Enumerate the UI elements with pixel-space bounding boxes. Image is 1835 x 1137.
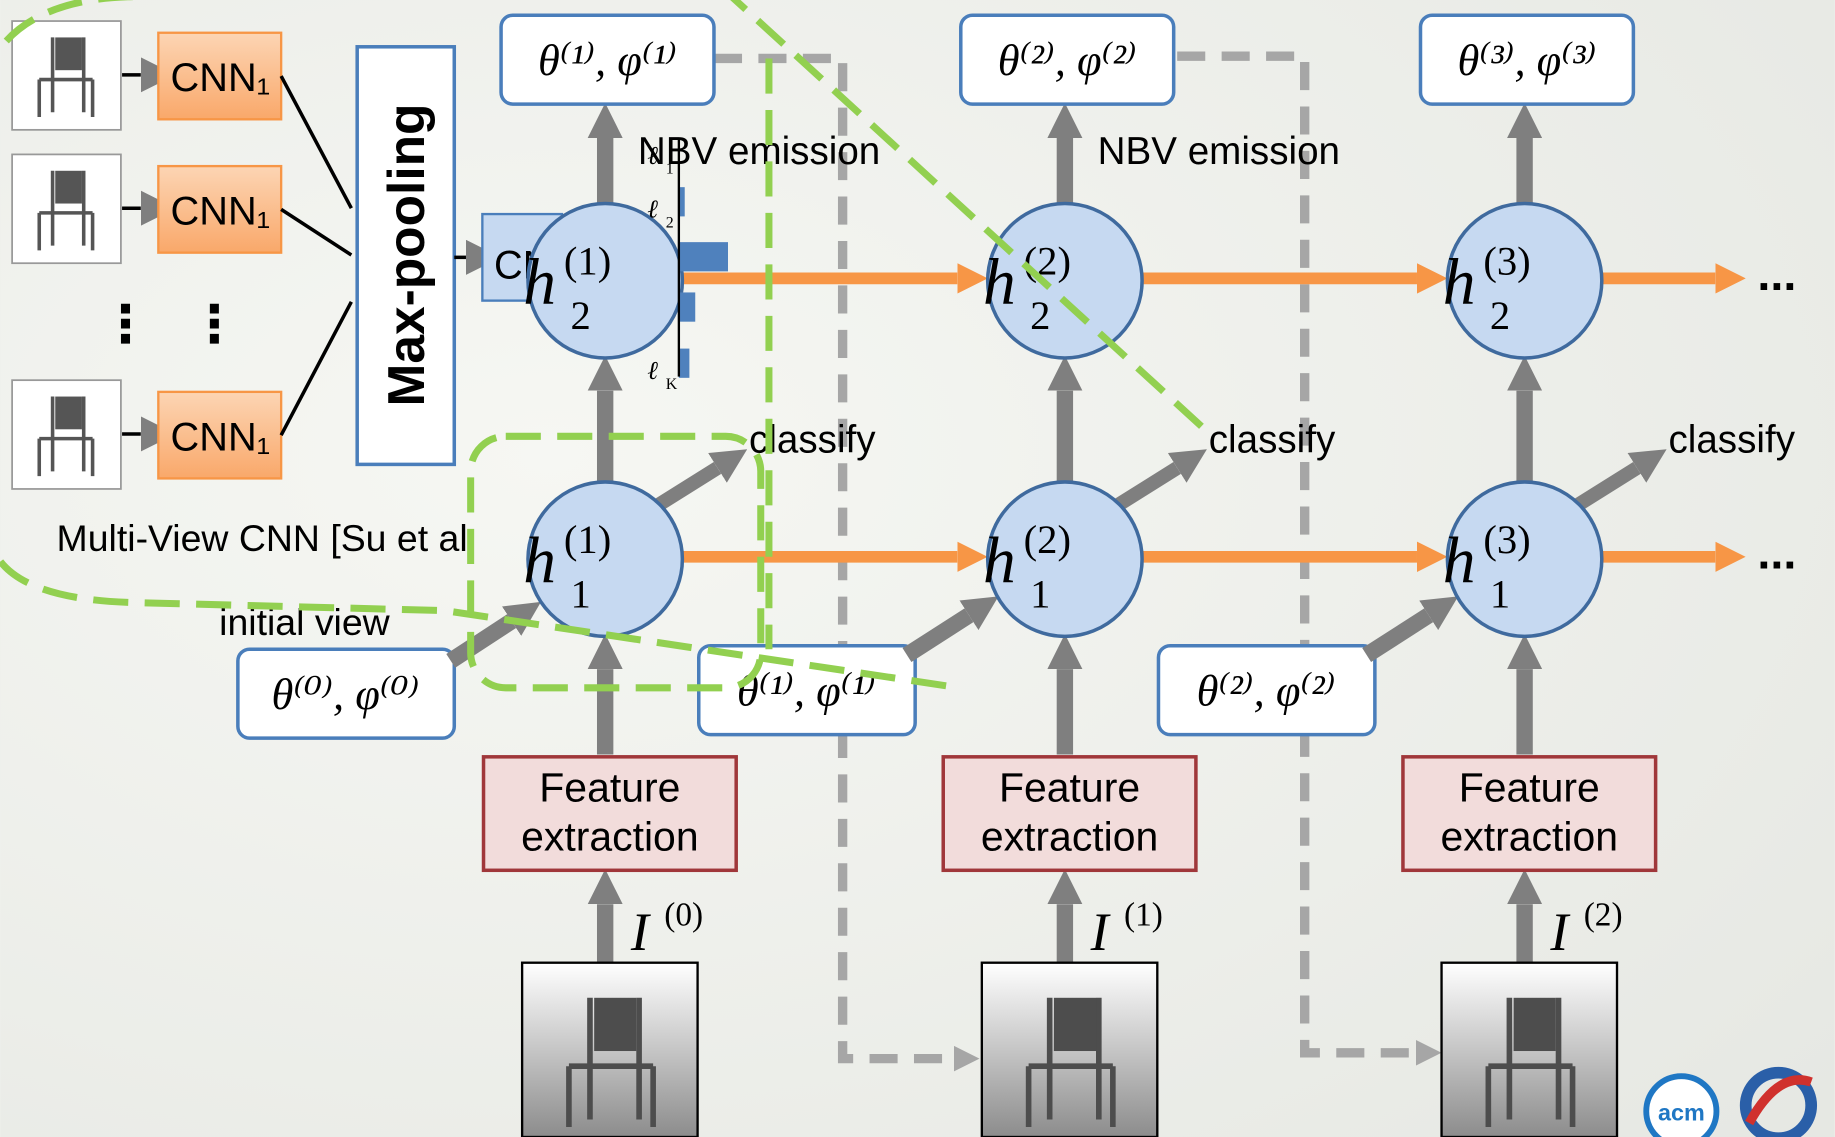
hidden-state-label-sub: 1 (1030, 571, 1050, 616)
chair-back (55, 37, 82, 70)
initial-pose: θ⁽⁰⁾, φ⁽⁰⁾ (272, 669, 420, 719)
cnn-label: CNN₁ (171, 56, 271, 100)
hidden-state-label-sup: (1) (564, 239, 611, 284)
image-label-base: I (630, 902, 652, 962)
histogram-bar (679, 349, 690, 378)
nbv-label: NBV emission (638, 130, 880, 173)
top-pose: θ⁽²⁾, φ⁽²⁾ (998, 35, 1137, 85)
hidden-state-label-sup: (2) (1024, 239, 1071, 284)
histogram-label-base: ℓ (647, 141, 658, 170)
view-thumbnail (12, 21, 121, 130)
histogram-label-sub: 1 (666, 161, 674, 178)
ellipsis: ... (1757, 248, 1796, 300)
hidden-state-label-base: h (983, 526, 1016, 598)
hidden-state-label-sup: (1) (564, 517, 611, 562)
chair-back (55, 171, 82, 204)
view-thumbnail (12, 380, 121, 489)
feature-label: Feature (999, 764, 1140, 810)
feature-label: extraction (981, 813, 1158, 859)
diagram: CNN₁CNN₁CNN₁⋮⋮Max-poolingCNMulti-View CN… (0, 0, 1835, 1137)
cnn-label: CNN₁ (171, 415, 271, 459)
image-label-base: I (1090, 902, 1112, 962)
ellipsis: ... (1757, 527, 1796, 579)
top-pose: θ⁽¹⁾, φ⁽¹⁾ (538, 35, 677, 85)
feature-label: Feature (1459, 764, 1600, 810)
hidden-state-label-sub: 1 (570, 571, 590, 616)
acm-logo-text: acm (1658, 1100, 1705, 1126)
hidden-state-label-sup: (3) (1483, 239, 1530, 284)
chair-back (55, 397, 82, 430)
bottom-pose: θ⁽²⁾, φ⁽²⁾ (1197, 665, 1336, 715)
view-thumbnail (12, 154, 121, 263)
feature-label: Feature (539, 764, 680, 810)
chair-back (594, 998, 636, 1051)
nbv-label: NBV emission (1098, 130, 1340, 173)
ellipsis-dots: ⋮ (100, 295, 151, 353)
classify-label: classify (1668, 419, 1795, 462)
hidden-state-label-sub: 1 (1490, 571, 1510, 616)
page: { "mvcnn": { "cnn_labels": ["CNN₁", "CNN… (0, 0, 1835, 1137)
hidden-state-label-base: h (1443, 526, 1476, 598)
ellipsis-dots: ⋮ (189, 295, 240, 353)
hidden-state-label-sup: (2) (1024, 517, 1071, 562)
image-label-sup: (0) (664, 897, 703, 934)
hidden-state-label-base: h (1443, 247, 1476, 319)
histogram-label-base: ℓ (647, 195, 658, 224)
hidden-state-label-base: h (983, 247, 1016, 319)
image-label-sup: (2) (1584, 897, 1623, 934)
chair-back (1514, 998, 1556, 1051)
histogram-bar (679, 242, 728, 271)
hidden-state-label-base: h (523, 526, 556, 598)
classify-label: classify (1209, 419, 1336, 462)
feature-label: extraction (1441, 813, 1618, 859)
image-label-base: I (1549, 902, 1571, 962)
hidden-state-label-sub: 2 (1490, 293, 1510, 338)
max-pooling-label: Max-pooling (377, 104, 435, 407)
hidden-state-label-sub: 2 (570, 293, 590, 338)
histogram-label-base: ℓ (647, 356, 658, 385)
hidden-state-label-sub: 2 (1030, 293, 1050, 338)
cnn-label: CNN₁ (171, 190, 271, 234)
histogram-bar (679, 292, 695, 321)
histogram-label-sub: 2 (666, 214, 674, 231)
image-label-sup: (1) (1124, 897, 1163, 934)
hidden-state-label-base: h (523, 247, 556, 319)
mvcnn-caption: Multi-View CNN [Su et al (57, 517, 468, 559)
chair-back (1054, 998, 1096, 1051)
hidden-state-label-sup: (3) (1483, 517, 1530, 562)
histogram-label-sub: K (666, 376, 678, 393)
top-pose: θ⁽³⁾, φ⁽³⁾ (1457, 35, 1596, 85)
feature-label: extraction (521, 813, 698, 859)
